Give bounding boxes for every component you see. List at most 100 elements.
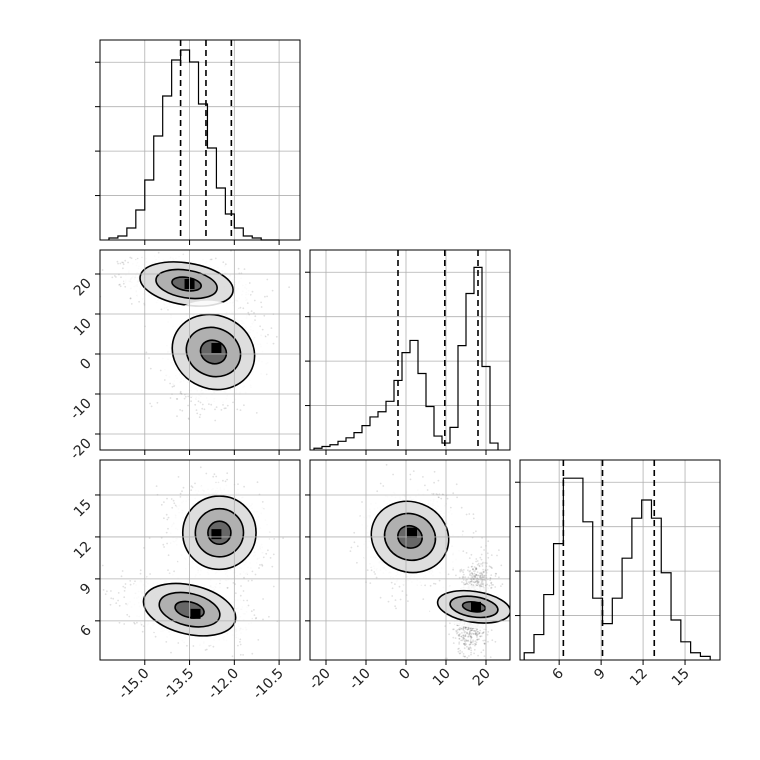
sample-point: [101, 269, 104, 271]
sample-point: [196, 412, 199, 415]
sample-point: [254, 319, 256, 321]
sample-point: [210, 258, 213, 261]
sample-point: [116, 260, 119, 263]
sample-point: [129, 297, 132, 299]
sample-point: [239, 641, 241, 643]
sample-point: [195, 409, 198, 411]
sample-point: [120, 276, 122, 279]
sample-point: [122, 263, 125, 266]
sample-point: [261, 563, 263, 566]
sample-point: [162, 543, 165, 546]
sample-point: [139, 572, 142, 575]
sample-point: [119, 285, 122, 288]
sample-point: [272, 553, 275, 556]
sample-point: [223, 407, 226, 410]
sample-point: [191, 486, 194, 489]
sample-point: [166, 518, 169, 521]
sample-point: [167, 516, 170, 519]
sample-point: [214, 257, 217, 260]
sample-point: [169, 397, 172, 399]
sample-point: [205, 472, 208, 475]
sample-point: [123, 623, 126, 625]
sample-point: [172, 499, 175, 502]
sample-point: [160, 536, 163, 539]
sample-point: [179, 409, 182, 411]
sample-point: [125, 602, 127, 605]
sample-point: [272, 585, 275, 588]
sample-point: [253, 299, 256, 302]
sample-point: [231, 655, 234, 658]
sample-point: [272, 342, 275, 345]
sample-point: [129, 583, 132, 586]
y-tick-label: -10: [67, 396, 94, 423]
sample-point: [170, 498, 173, 500]
sample-point: [214, 419, 217, 422]
sample-point: [110, 590, 112, 592]
sample-point: [222, 261, 225, 264]
sample-point: [122, 282, 125, 285]
panel-frame: [519, 459, 721, 661]
sample-point: [167, 554, 170, 557]
sample-point: [149, 367, 152, 370]
sample-point: [199, 401, 202, 404]
sample-point: [288, 286, 290, 289]
sample-point: [251, 570, 254, 573]
sample-point: [173, 570, 176, 573]
sample-point: [145, 351, 148, 354]
sample-point: [119, 283, 121, 286]
sample-point: [257, 639, 260, 641]
density-peak: [211, 343, 222, 353]
sample-point: [150, 405, 153, 408]
x-tick-label: 9: [591, 666, 609, 684]
sample-point: [181, 490, 183, 493]
sample-point: [260, 301, 262, 304]
sample-point: [166, 542, 169, 545]
sample-point: [186, 644, 188, 647]
sample-point: [165, 531, 168, 534]
sample-point: [271, 565, 274, 568]
sample-point: [140, 623, 143, 626]
x-tick-label: 15: [669, 666, 693, 690]
sample-point: [250, 310, 253, 312]
sample-point: [187, 395, 190, 398]
sample-point: [214, 408, 216, 411]
sample-point: [220, 409, 223, 411]
sample-point: [175, 398, 178, 400]
sample-point: [205, 648, 208, 651]
sample-point: [118, 284, 120, 286]
sample-point: [243, 404, 245, 407]
sample-point: [148, 537, 151, 539]
sample-point: [106, 590, 108, 593]
sample-point: [266, 295, 268, 298]
histogram-panel: [305, 249, 511, 455]
sample-point: [128, 615, 131, 618]
sample-point: [167, 527, 169, 530]
sample-point: [261, 328, 264, 331]
contour-line: [171, 276, 202, 292]
sample-point: [222, 404, 224, 406]
sample-point: [253, 312, 255, 314]
sample-point: [255, 412, 258, 414]
sample-point: [268, 615, 270, 618]
sample-point: [201, 407, 204, 410]
sample-point: [247, 580, 250, 582]
y-tick-label: 10: [71, 316, 95, 340]
sample-point: [165, 641, 168, 643]
sample-point: [165, 513, 168, 516]
sample-point: [176, 415, 178, 418]
sample-point: [198, 416, 201, 419]
sample-point: [251, 290, 254, 293]
sample-point: [222, 479, 224, 482]
sample-point: [226, 404, 229, 407]
sample-point: [77, 263, 79, 265]
sample-point: [129, 256, 132, 259]
sample-point: [183, 397, 186, 400]
sample-point: [194, 482, 196, 485]
sample-point: [253, 614, 256, 616]
sample-point: [212, 645, 215, 648]
sample-point: [139, 569, 142, 572]
sample-point: [121, 570, 124, 572]
sample-point: [232, 582, 235, 584]
sample-point: [136, 621, 138, 624]
sample-point: [226, 478, 229, 481]
